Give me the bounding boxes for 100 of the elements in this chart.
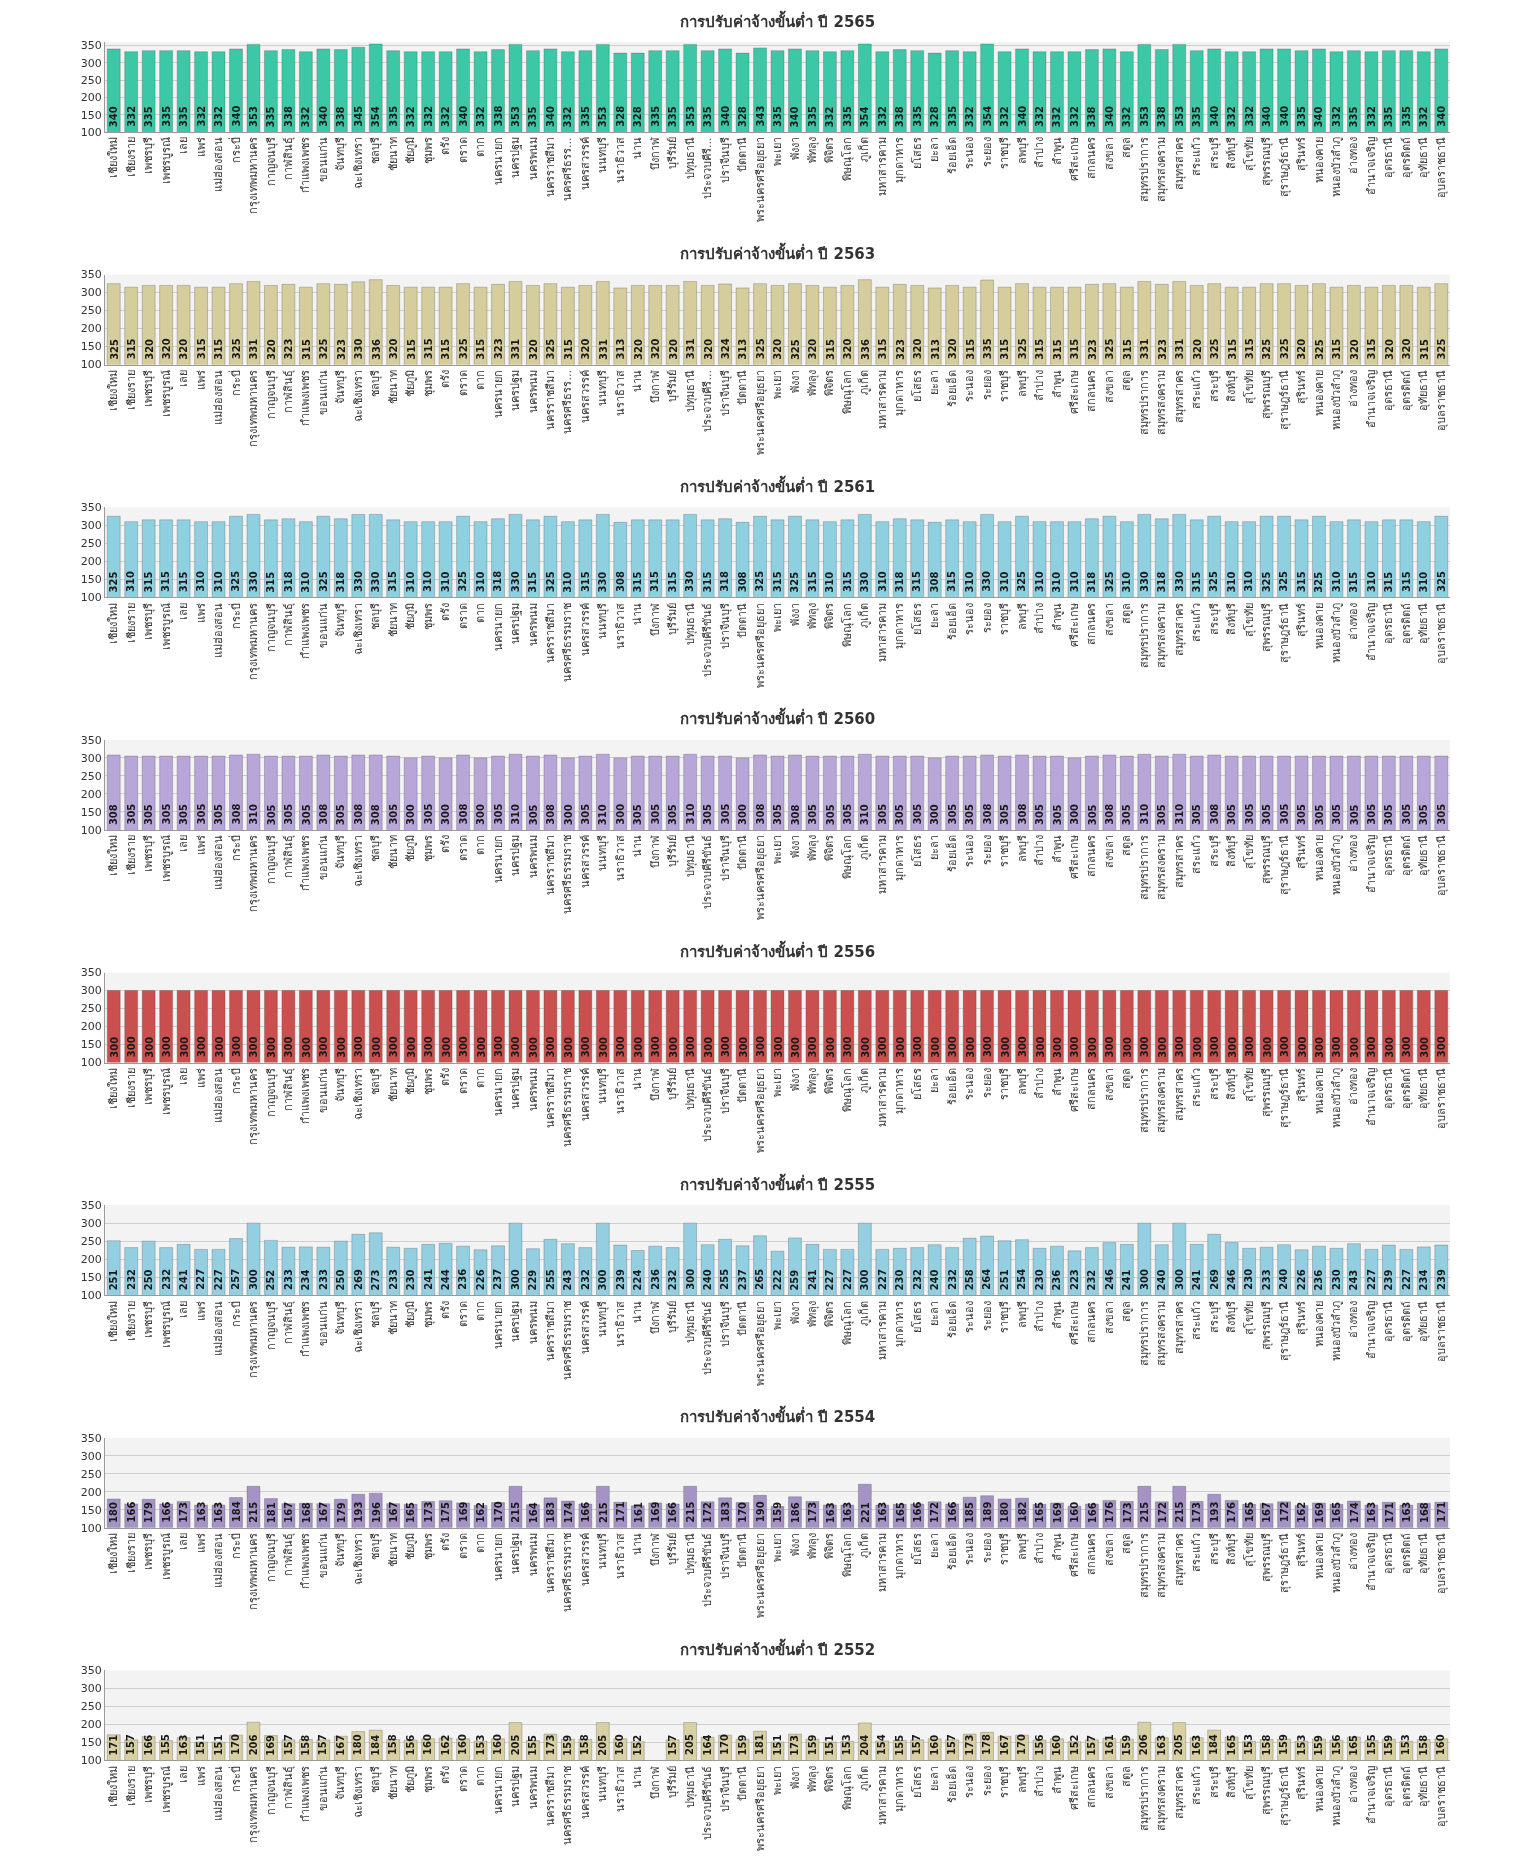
- x-tick-label: แม่ฮ่องสอน: [212, 1067, 226, 1123]
- x-tick-label: ชุมพร: [421, 1533, 435, 1561]
- data-label: 204: [858, 1734, 870, 1756]
- data-label: 332: [1034, 106, 1046, 128]
- data-label: 166: [160, 1501, 172, 1523]
- data-label: 300: [1244, 1036, 1256, 1058]
- x-tick-label: นนทบุรี: [596, 1067, 610, 1104]
- x-tick-label: พิจิตร: [823, 1765, 837, 1792]
- x-tick-label: นครราชสีมา: [543, 602, 557, 663]
- x-tick-label: นนทบุรี: [596, 602, 610, 639]
- x-tick-label: พังงา: [788, 1300, 802, 1324]
- data-label: 186: [789, 1502, 801, 1524]
- x-tick-label: พังงา: [788, 602, 802, 626]
- data-label: 171: [107, 1734, 119, 1756]
- x-tick-label: พิจิตร: [823, 1300, 837, 1327]
- data-label: 158: [579, 1734, 591, 1756]
- x-tick-label: บึงกาฬ: [648, 137, 662, 171]
- x-tick-label: อุดรธานี: [1382, 137, 1396, 179]
- x-tick-label: จันทบุรี: [334, 1533, 348, 1568]
- x-tick-label: ราชบุรี: [998, 1765, 1012, 1798]
- data-label: 300: [859, 1036, 871, 1058]
- data-label: 178: [981, 1734, 993, 1755]
- x-tick-label: แม่ฮ่องสอน: [212, 602, 226, 658]
- y-tick-label: 200: [80, 91, 102, 105]
- data-label: 343: [754, 105, 766, 127]
- x-tick-label: ปราจีนบุรี: [718, 137, 732, 184]
- data-label: 239: [614, 1269, 626, 1290]
- data-label: 205: [684, 1734, 696, 1756]
- x-tick-label: อุทัยธานี: [1417, 602, 1431, 644]
- x-tick-label: ลำพูน: [1050, 370, 1064, 399]
- data-label: 315: [666, 571, 678, 593]
- data-label: 259: [789, 1269, 801, 1291]
- x-tick-label: มหาสารคาม: [875, 1300, 889, 1360]
- x-tick-label: เชียงใหม่: [107, 370, 121, 412]
- x-tick-label: ชัยภูมิ: [404, 370, 418, 398]
- x-tick-label: พะเยา: [771, 1067, 785, 1097]
- x-tick-label: นครพนม: [526, 137, 540, 181]
- x-tick-label: ยะลา: [928, 137, 942, 163]
- x-tick-label: ศรีสะเกษ: [1068, 370, 1082, 415]
- x-tick-label: เพชรบุรี: [142, 1300, 156, 1338]
- data-label: 176: [1104, 1501, 1116, 1523]
- x-tick-label: สุราษฎร์ธานี: [1277, 370, 1291, 431]
- data-label: 166: [667, 1502, 679, 1523]
- data-label: 300: [527, 1037, 539, 1058]
- x-tick-label: กาฬสินธุ์: [281, 1067, 295, 1111]
- x-tick-label: สระบุรี: [1207, 835, 1221, 868]
- x-tick-label: นครนายก: [491, 602, 505, 651]
- y-tick-label: 250: [80, 769, 102, 783]
- data-label: 318: [1156, 571, 1168, 593]
- x-tick-label: นครราชสีมา: [543, 137, 557, 198]
- data-label: 315: [405, 338, 417, 360]
- x-tick-label: กำแพงเพชร: [299, 1067, 313, 1124]
- x-tick-label: นราธิวาส: [613, 1765, 627, 1812]
- x-tick-label: อำนาจเจริญ: [1364, 137, 1378, 196]
- data-label: 338: [1086, 106, 1098, 128]
- data-label: 300: [1418, 1036, 1430, 1058]
- x-tick-label: ระยอง: [980, 1300, 994, 1331]
- x-tick-label: เลย: [177, 602, 191, 620]
- data-label: 315: [1366, 338, 1378, 360]
- data-label: 300: [684, 1268, 696, 1290]
- x-tick-label: พัทลุง: [806, 1765, 820, 1792]
- data-label: 255: [719, 1268, 731, 1290]
- x-tick-label: สุโขทัย: [1241, 602, 1256, 637]
- x-tick-label: ฉะเชิงเทรา: [351, 1765, 365, 1818]
- y-tick-label: 350: [80, 1198, 102, 1212]
- data-label: 170: [230, 1733, 242, 1755]
- data-label: 328: [737, 106, 749, 128]
- y-tick-label: 200: [80, 555, 102, 569]
- data-label: 315: [142, 571, 154, 593]
- x-tick-label: เพชรบุรี: [142, 602, 156, 640]
- x-tick-label: แพร่: [194, 602, 208, 623]
- data-label: 172: [1278, 1501, 1290, 1523]
- x-tick-label: ศรีสะเกษ: [1068, 602, 1082, 647]
- x-tick-label: นครนายก: [491, 1067, 505, 1116]
- data-label: 305: [1261, 804, 1273, 825]
- x-tick-label: สงขลา: [1102, 1765, 1116, 1799]
- x-tick-label: หนองบัวลำภู: [1330, 370, 1344, 431]
- data-label: 354: [370, 106, 382, 128]
- x-tick-label: นนทบุรี: [596, 1533, 610, 1570]
- data-label: 305: [143, 804, 155, 826]
- x-tick-label: อุทัยธานี: [1417, 835, 1431, 877]
- data-label: 300: [1279, 1036, 1291, 1058]
- x-tick-label: สุพรรณบุรี: [1260, 1067, 1274, 1117]
- data-label: 205: [1173, 1734, 1185, 1756]
- data-label: 162: [439, 1734, 451, 1756]
- data-label: 167: [998, 1734, 1010, 1756]
- x-tick-label: ชลบุรี: [369, 602, 383, 630]
- x-tick-label: ยโสธร: [909, 602, 924, 635]
- data-label: 310: [1138, 803, 1150, 825]
- data-label: 300: [597, 1036, 609, 1058]
- data-label: 173: [422, 1501, 434, 1523]
- x-tick-label: แพร่: [194, 1067, 208, 1088]
- x-tick-label: กาญจนบุรี: [264, 835, 278, 885]
- x-tick-label: กาฬสินธุ์: [281, 1765, 295, 1809]
- data-label: 300: [737, 1036, 749, 1058]
- x-tick-label: เลย: [177, 370, 191, 388]
- data-label: 305: [999, 804, 1011, 825]
- data-label: 163: [1366, 1501, 1378, 1523]
- data-label: 300: [161, 1036, 173, 1058]
- data-label: 330: [509, 571, 521, 593]
